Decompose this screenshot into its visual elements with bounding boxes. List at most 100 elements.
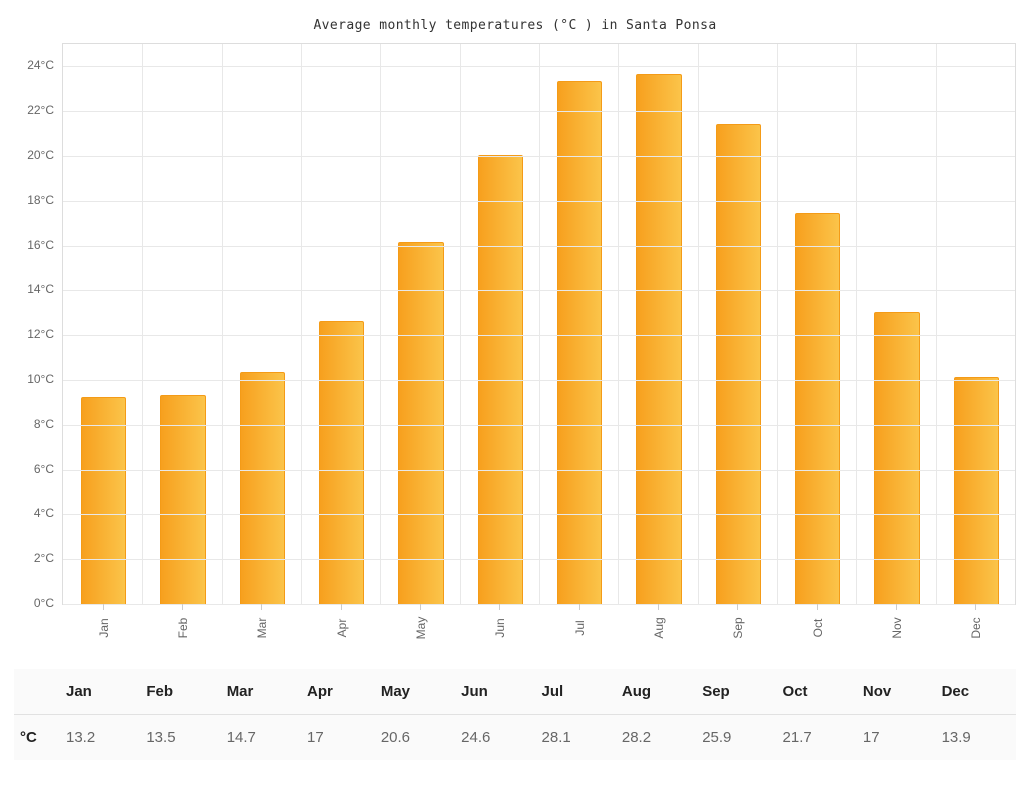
table-cell: 25.9 (696, 715, 776, 761)
table-header-cell: Feb (140, 669, 220, 715)
bar-slot (380, 44, 460, 604)
x-tick-label: Feb (176, 618, 190, 639)
x-tick (817, 604, 818, 610)
table-cell: 13.9 (936, 715, 1016, 761)
grid-line (63, 559, 1015, 560)
x-tick-label: Mar (255, 618, 269, 639)
grid-line (63, 156, 1015, 157)
bar (716, 124, 762, 604)
table-header-row: JanFebMarAprMayJunJulAugSepOctNovDec (14, 669, 1016, 715)
grid-line (63, 111, 1015, 112)
bar (954, 377, 1000, 604)
grid-line (63, 425, 1015, 426)
y-tick-label: 2°C (8, 551, 54, 565)
x-tick-label: Aug (652, 617, 666, 638)
bar (636, 74, 682, 604)
table-cell: 21.7 (777, 715, 857, 761)
bar-slot (222, 44, 302, 604)
x-tick-label: Nov (890, 617, 904, 638)
x-tick (499, 604, 500, 610)
y-tick-label: 10°C (8, 372, 54, 386)
bar (398, 242, 444, 604)
x-tick-label: Oct (811, 619, 825, 638)
y-tick-label: 18°C (8, 193, 54, 207)
table-header-cell: Mar (221, 669, 301, 715)
bar-slot (856, 44, 936, 604)
x-tick (341, 604, 342, 610)
bar-slot (301, 44, 381, 604)
grid-line (63, 290, 1015, 291)
table-cell: 20.6 (375, 715, 455, 761)
x-tick-label: Jun (493, 618, 507, 637)
table-cell: 13.2 (60, 715, 140, 761)
bar-slot (777, 44, 857, 604)
table-cell: 14.7 (221, 715, 301, 761)
y-tick-label: 6°C (8, 462, 54, 476)
y-tick-label: 22°C (8, 103, 54, 117)
bars-container (63, 44, 1015, 604)
table-header-cell: Sep (696, 669, 776, 715)
bar-slot (698, 44, 778, 604)
bar (795, 213, 841, 604)
grid-line (63, 201, 1015, 202)
y-tick-label: 0°C (8, 596, 54, 610)
bar-slot (936, 44, 1015, 604)
table-cell: 13.5 (140, 715, 220, 761)
bar-slot (460, 44, 540, 604)
table-header-cell: Jul (536, 669, 616, 715)
bar-slot (142, 44, 222, 604)
y-tick-label: 4°C (8, 506, 54, 520)
bar (160, 395, 206, 604)
bar-slot (618, 44, 698, 604)
table-cell: 17 (857, 715, 936, 761)
x-tick-label: May (414, 617, 428, 640)
y-tick-label: 14°C (8, 282, 54, 296)
x-tick (579, 604, 580, 610)
bar (557, 81, 603, 604)
grid-line (63, 246, 1015, 247)
bar (240, 372, 286, 604)
bar-slot (539, 44, 619, 604)
x-tick-label: Jan (97, 618, 111, 637)
plot-area: JanFebMarAprMayJunJulAugSepOctNovDec (62, 43, 1016, 605)
table-header-cell: Nov (857, 669, 936, 715)
temperature-table: JanFebMarAprMayJunJulAugSepOctNovDec °C … (14, 669, 1016, 760)
table-header-cell: Jan (60, 669, 140, 715)
x-tick (737, 604, 738, 610)
table-cell: 28.2 (616, 715, 696, 761)
bar-slot (63, 44, 143, 604)
bar (81, 397, 127, 604)
page: Average monthly temperatures (°C ) in Sa… (0, 0, 1030, 780)
grid-line (63, 380, 1015, 381)
table-header-cell: Aug (616, 669, 696, 715)
table-data-row: °C 13.213.514.71720.624.628.128.225.921.… (14, 715, 1016, 761)
chart-title: Average monthly temperatures (°C ) in Sa… (8, 12, 1022, 43)
grid-line (63, 514, 1015, 515)
table-cell: 24.6 (455, 715, 535, 761)
grid-line (63, 66, 1015, 67)
table-row-label: °C (14, 715, 60, 761)
x-tick (182, 604, 183, 610)
x-tick-label: Dec (969, 617, 983, 638)
y-tick-label: 8°C (8, 417, 54, 431)
table-header-cell: Oct (777, 669, 857, 715)
table-cell: 28.1 (536, 715, 616, 761)
y-tick-label: 20°C (8, 148, 54, 162)
table-header-cell: Dec (936, 669, 1016, 715)
x-tick (975, 604, 976, 610)
x-tick-label: Apr (335, 619, 349, 638)
y-tick-label: 16°C (8, 238, 54, 252)
temperature-bar-chart: JanFebMarAprMayJunJulAugSepOctNovDec 0°C… (8, 43, 1022, 605)
x-tick-label: Jul (573, 620, 587, 635)
bar (319, 321, 365, 604)
x-tick (420, 604, 421, 610)
table-header-cell: May (375, 669, 455, 715)
table-corner-cell (14, 669, 60, 715)
y-tick-label: 24°C (8, 58, 54, 72)
x-tick (658, 604, 659, 610)
x-tick (261, 604, 262, 610)
grid-line (63, 470, 1015, 471)
grid-line (63, 335, 1015, 336)
table-header-cell: Apr (301, 669, 375, 715)
table-cell: 17 (301, 715, 375, 761)
